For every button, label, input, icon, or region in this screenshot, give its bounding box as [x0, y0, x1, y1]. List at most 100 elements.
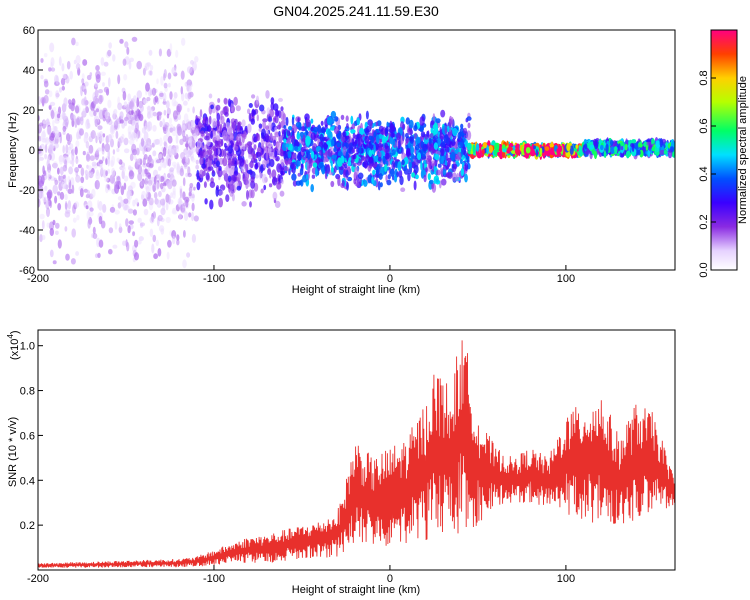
- spectrogram-cell: [278, 97, 283, 102]
- spectrogram-cell: [390, 168, 395, 177]
- spectrogram-cell: [165, 100, 170, 109]
- spectrogram-cell: [237, 121, 241, 132]
- spectrogram-cell: [497, 151, 501, 157]
- spectrogram-cell: [221, 170, 227, 176]
- spectrogram-cell: [372, 169, 376, 176]
- spectrogram-cell: [266, 107, 271, 115]
- spectrogram-cell: [232, 155, 235, 165]
- spectrogram-cell: [447, 171, 453, 179]
- spectrogram-cell: [38, 198, 41, 208]
- spectrogram-cell: [61, 63, 65, 72]
- spectrogram-cell: [460, 123, 464, 129]
- spectrogram-cell: [333, 126, 340, 135]
- spectrogram-cell: [271, 169, 277, 179]
- spectrogram-cell: [330, 180, 335, 188]
- spectrogram-cell: [162, 161, 167, 169]
- spectrogram-cell: [614, 146, 618, 155]
- spectrogram-cell: [128, 131, 132, 140]
- spectrogram-cell: [111, 124, 114, 133]
- spectrogram-x-ticks: -200 -100 0 100: [27, 265, 575, 285]
- spectrogram-cell: [306, 161, 310, 171]
- spectrogram-cell: [502, 148, 507, 153]
- spectrogram-cell: [445, 152, 449, 161]
- spectrogram-cell: [296, 159, 301, 167]
- spectrogram-cell: [227, 145, 233, 154]
- spectrogram-cell: [512, 145, 516, 151]
- spectrogram-cell: [433, 126, 439, 135]
- spectrogram-cell: [68, 99, 72, 105]
- spectrogram-cell: [39, 213, 45, 220]
- spectrogram-cell: [163, 135, 169, 143]
- spectrogram-cell: [264, 133, 270, 143]
- spectrogram-cell: [71, 184, 75, 194]
- spectrogram-cell: [79, 188, 84, 198]
- spectrogram-cell: [93, 95, 98, 105]
- spectrogram-cell: [645, 144, 649, 151]
- spectrogram-cell: [235, 105, 241, 112]
- spectrogram-cell: [342, 169, 347, 178]
- spectrogram-cell: [210, 130, 213, 139]
- spectrogram-cell: [340, 114, 345, 120]
- spectrogram-cell: [356, 117, 361, 126]
- spectrogram-cell: [85, 119, 90, 130]
- spectrogram-cell: [159, 198, 166, 206]
- spectrogram-cell: [74, 105, 80, 114]
- spectrogram-cell: [157, 248, 162, 257]
- spectrogram-cell: [267, 142, 273, 148]
- spectrogram-cell: [127, 191, 133, 200]
- spectrogram-cell: [274, 126, 278, 132]
- spectrogram-cell: [162, 146, 167, 157]
- spectrogram-cell: [127, 93, 131, 102]
- spectrogram-cell: [92, 226, 96, 235]
- spectrogram-cell: [258, 123, 263, 129]
- spectrogram-cell: [286, 129, 291, 137]
- spectrogram-cell: [280, 110, 285, 121]
- spectrogram-cell: [54, 111, 60, 121]
- spectrogram-cell: [55, 133, 59, 140]
- spectrogram-cell: [384, 143, 389, 150]
- spectrogram-cell: [272, 176, 278, 186]
- snr-panel: -200 -100 0 100 0.2 0.4 0.6 0.8 1.0 Height of s…: [6, 329, 676, 596]
- spectrogram-cell: [393, 174, 398, 183]
- snr-x-tick-label: -200: [27, 573, 49, 585]
- spectrogram-cell: [75, 174, 81, 183]
- snr-x-tick-label: -100: [203, 573, 225, 585]
- spectrogram-cell: [98, 200, 103, 211]
- spectrogram-cell: [467, 122, 471, 129]
- spectrogram-cell: [525, 147, 531, 154]
- spectrogram-cell: [52, 184, 58, 195]
- spectrogram-cell: [153, 192, 158, 199]
- spectrogram-cell: [65, 122, 68, 127]
- spectrogram-cell: [223, 97, 228, 105]
- spectrogram-y-tick-label: 60: [23, 25, 35, 37]
- spectrogram-cell: [162, 182, 167, 187]
- spectrogram-cell: [434, 153, 440, 161]
- spectrogram-cell: [457, 132, 462, 140]
- spectrogram-cell: [98, 89, 103, 94]
- spectrogram-cell: [148, 49, 153, 56]
- spectrogram-cell: [46, 209, 50, 218]
- spectrogram-cell: [171, 209, 178, 215]
- spectrogram-cell: [102, 156, 105, 162]
- spectrogram-cell: [179, 138, 184, 146]
- spectrogram-cell: [58, 155, 64, 162]
- spectrogram-cell: [181, 124, 187, 130]
- spectrogram-cell: [128, 166, 134, 171]
- spectrogram-cell: [299, 167, 304, 176]
- spectrogram-cell: [153, 253, 159, 260]
- spectrogram-cell: [194, 56, 199, 63]
- spectrogram-cell: [330, 138, 335, 147]
- spectrogram-cell: [378, 173, 383, 180]
- spectrogram-cell: [182, 259, 187, 269]
- spectrogram-cell: [42, 165, 45, 175]
- spectrogram-cell: [187, 172, 192, 178]
- spectrogram-cell: [180, 86, 183, 95]
- colorbar-frame: [710, 29, 738, 271]
- spectrogram-cell: [341, 180, 345, 187]
- spectrogram-cell: [107, 49, 112, 57]
- spectrogram-cell: [80, 167, 85, 177]
- spectrogram-cell: [38, 147, 41, 155]
- spectrogram-cell: [114, 181, 119, 190]
- spectrogram-cell: [374, 155, 379, 163]
- spectrogram-cell: [67, 200, 72, 210]
